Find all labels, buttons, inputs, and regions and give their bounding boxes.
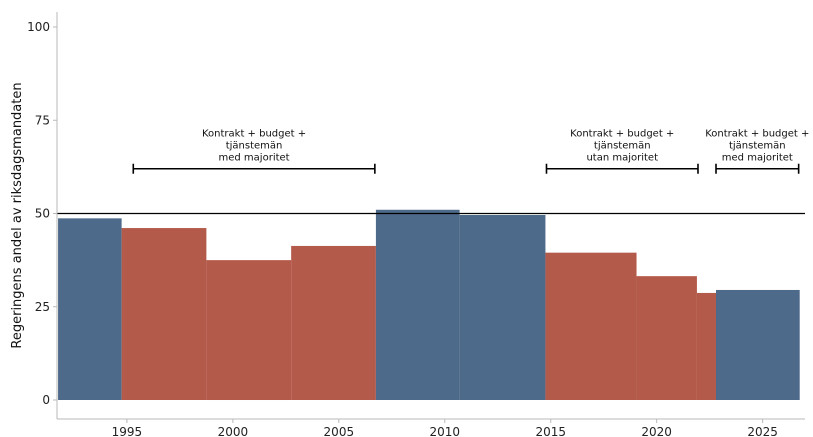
bar-period-5 — [375, 209, 460, 400]
annotation-1-text-1: Kontrakt + budget + — [202, 129, 306, 140]
annotation-2-text-2: tjänstemän — [594, 141, 651, 152]
annotation-3-text-2: tjänstemän — [729, 141, 786, 152]
bar-period-6 — [459, 214, 546, 400]
bar-period-10 — [716, 289, 800, 400]
annotation-1-text-2: tjänstemän — [226, 141, 283, 152]
bar-period-9 — [696, 292, 716, 400]
annotation-1-text-3: med majoritet — [219, 153, 290, 164]
bar-period-1 — [58, 218, 122, 400]
annotation-2-text-3: utan majoritet — [586, 153, 658, 164]
x-tick-label-2025: 2025 — [747, 425, 778, 437]
bar-period-3 — [206, 260, 292, 401]
y-tick-label-0: 0 — [42, 393, 50, 407]
y-axis-title: Regeringens andel av riksdagsmandaten — [10, 82, 25, 348]
x-tick-label-2010: 2010 — [429, 425, 460, 437]
x-tick-label-2000: 2000 — [218, 425, 249, 437]
x-tick-label-2005: 2005 — [324, 425, 355, 437]
x-tick-label-2020: 2020 — [641, 425, 672, 437]
bar-period-8 — [636, 276, 697, 400]
y-tick-label-75: 75 — [35, 113, 50, 127]
annotation-3-text-1: Kontrakt + budget + — [705, 129, 809, 140]
x-tick-label-2015: 2015 — [535, 425, 566, 437]
bar-period-4 — [291, 245, 376, 400]
bar-period-7 — [545, 252, 637, 400]
x-tick-label-1995: 1995 — [112, 425, 143, 437]
y-tick-label-50: 50 — [35, 207, 50, 221]
y-tick-label-100: 100 — [27, 20, 50, 34]
annotation-2-text-1: Kontrakt + budget + — [570, 129, 674, 140]
bar-period-2 — [121, 228, 207, 400]
y-tick-label-25: 25 — [35, 300, 50, 314]
annotation-3-text-3: med majoritet — [722, 153, 793, 164]
